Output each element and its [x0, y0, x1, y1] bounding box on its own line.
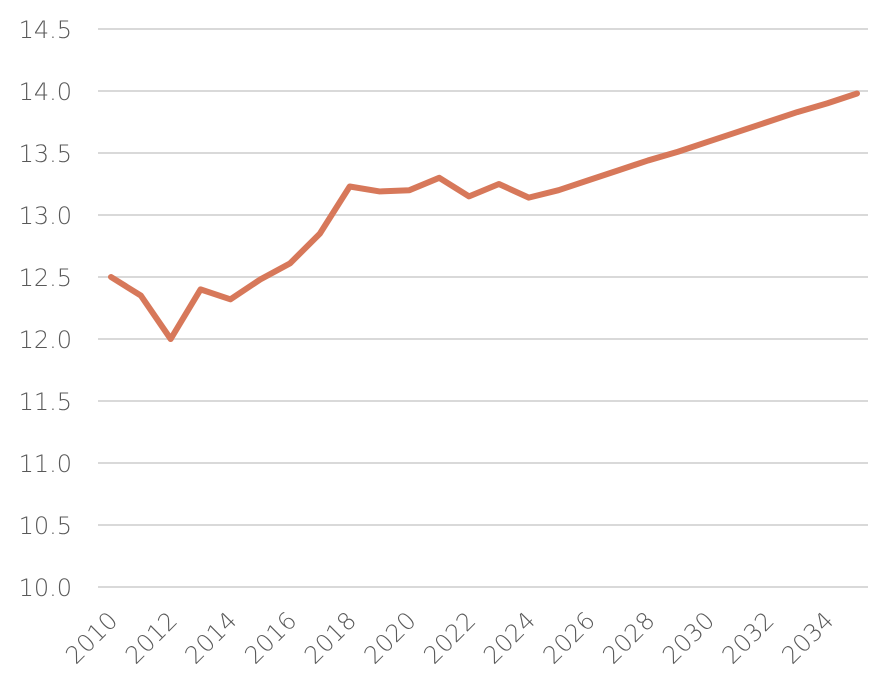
x-tick-label: 2024 — [478, 606, 541, 669]
x-tick-label: 2012 — [120, 606, 183, 669]
y-tick-label: 14.5 — [19, 16, 72, 44]
y-tick-label: 14.0 — [19, 78, 72, 106]
y-tick-label: 10.0 — [19, 574, 72, 602]
x-tick-label: 2010 — [60, 606, 123, 669]
x-tick-label: 2016 — [239, 606, 302, 669]
y-tick-label: 13.5 — [19, 140, 72, 168]
y-tick-label: 10.5 — [19, 512, 72, 540]
x-tick-label: 2018 — [299, 606, 362, 669]
x-tick-label: 2014 — [180, 606, 243, 669]
x-tick-label: 2020 — [359, 606, 422, 669]
y-tick-label: 11.0 — [19, 450, 72, 478]
y-tick-label: 12.0 — [19, 326, 72, 354]
data-line — [108, 90, 860, 342]
x-tick-label: 2022 — [418, 606, 481, 669]
x-tick-label: 2032 — [717, 606, 780, 669]
x-tick-label: 2034 — [776, 606, 839, 669]
x-tick-label: 2026 — [538, 606, 601, 669]
x-tick-label: 2028 — [597, 606, 660, 669]
y-tick-label: 11.5 — [19, 388, 72, 416]
x-tick-label: 2030 — [657, 606, 720, 669]
y-tick-label: 12.5 — [19, 264, 72, 292]
y-tick-label: 13.0 — [19, 202, 72, 230]
